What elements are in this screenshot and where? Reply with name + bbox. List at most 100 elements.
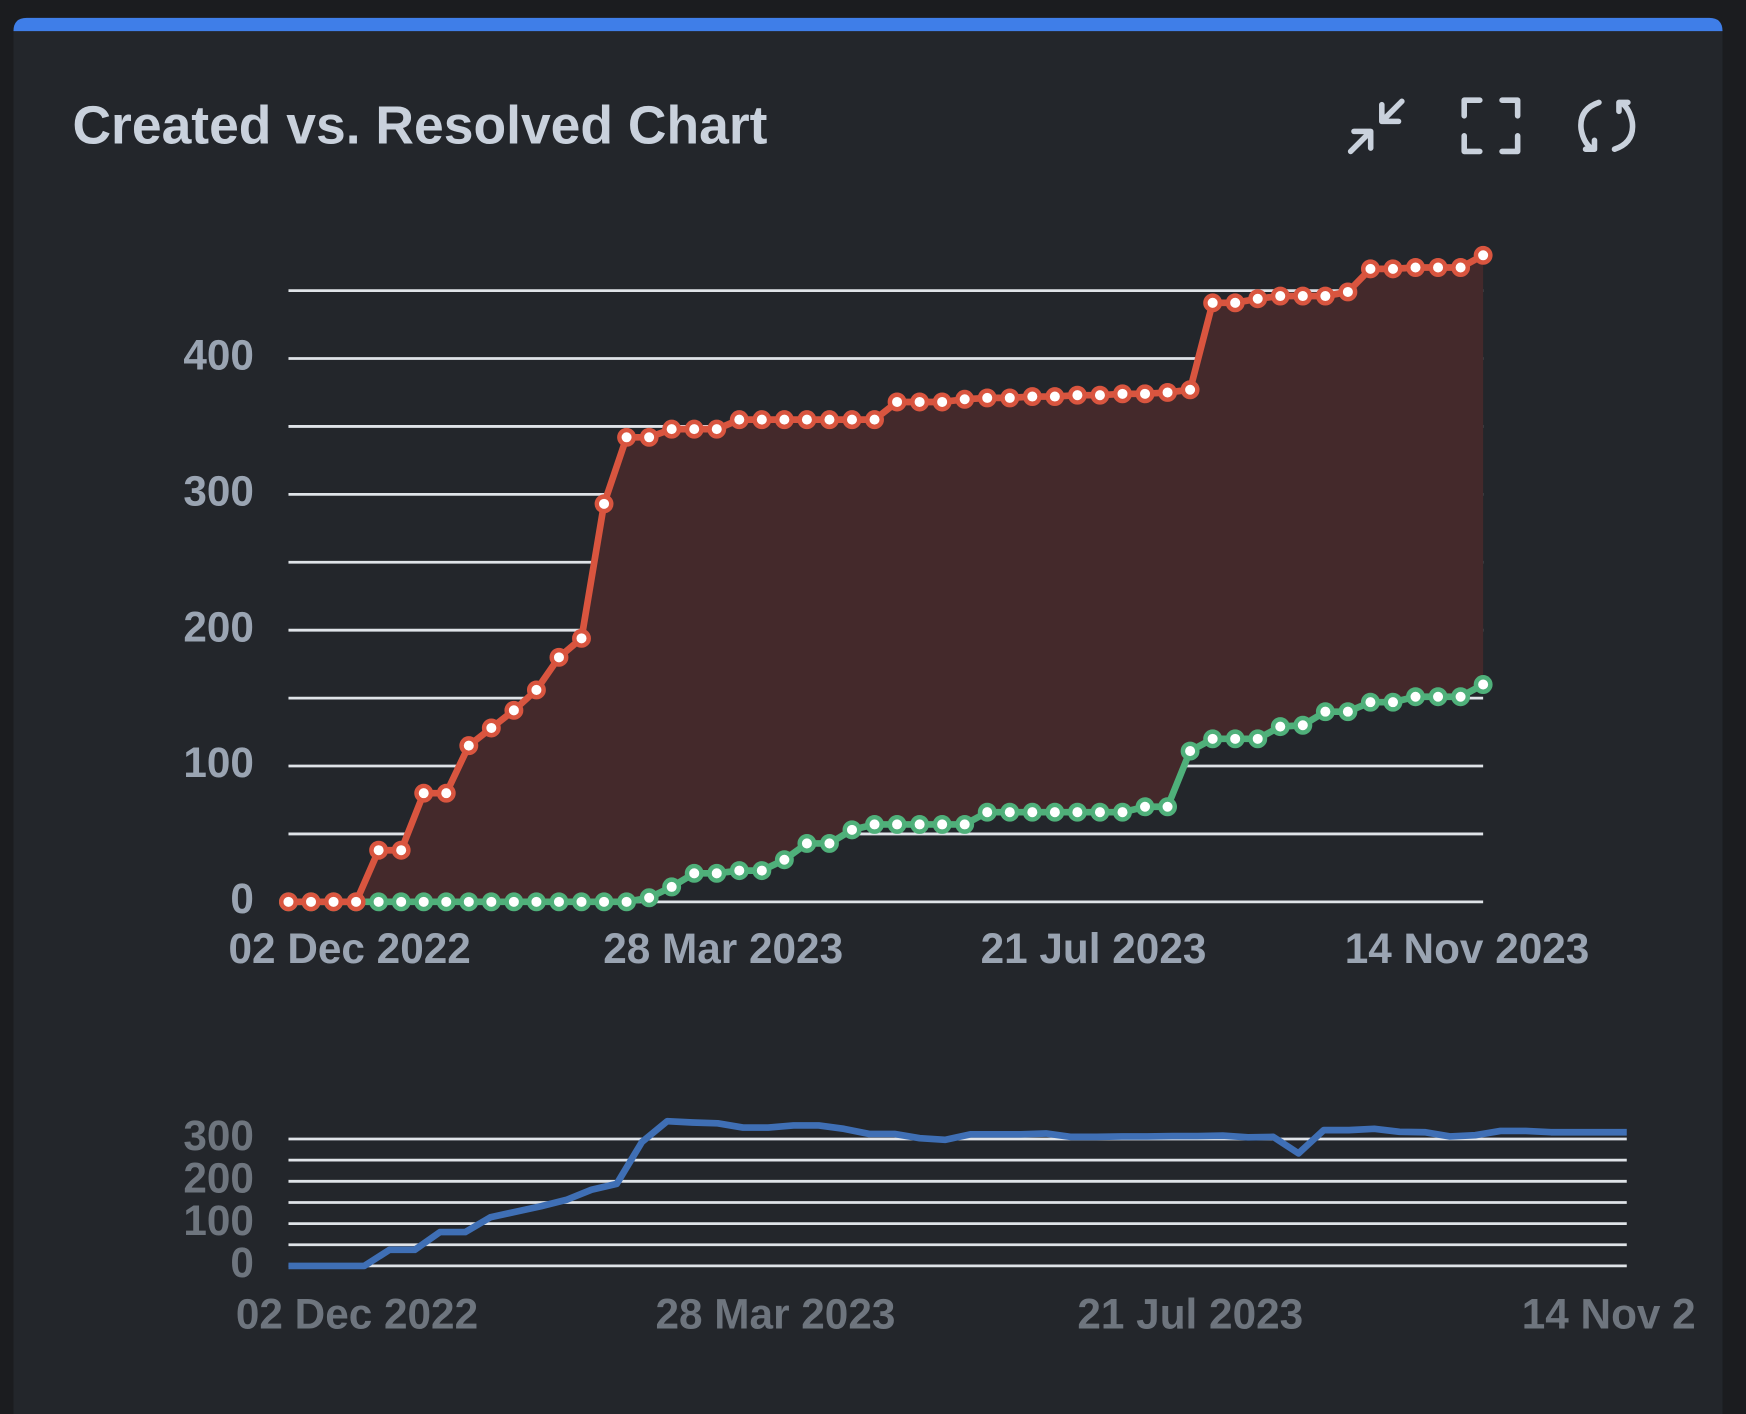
data-point — [1090, 385, 1110, 405]
data-point — [572, 892, 591, 912]
data-point — [1293, 286, 1313, 306]
data-point — [1428, 687, 1448, 707]
data-point — [1315, 286, 1335, 306]
data-point — [594, 494, 614, 514]
data-point — [526, 892, 546, 912]
x-tick-label: 14 Nov 2 — [1522, 1290, 1696, 1337]
y-tick-label: 0 — [230, 875, 254, 922]
x-tick-label: 14 Nov 2023 — [1345, 925, 1590, 972]
data-point — [436, 783, 456, 803]
data-point — [797, 833, 817, 853]
data-point — [391, 892, 411, 912]
data-point — [481, 718, 501, 738]
data-point — [1428, 258, 1448, 277]
data-point — [1180, 741, 1200, 761]
y-tick-label: 400 — [183, 332, 254, 379]
x-tick-label: 28 Mar 2023 — [656, 1290, 896, 1337]
data-point — [729, 861, 749, 881]
data-point — [910, 392, 930, 412]
data-point — [684, 419, 704, 439]
data-point — [819, 833, 839, 853]
data-point — [797, 410, 817, 430]
data-point — [549, 647, 569, 667]
data-point — [1225, 729, 1245, 749]
data-point — [977, 388, 997, 408]
data-point — [662, 419, 682, 439]
data-point — [707, 863, 727, 883]
data-point — [1360, 259, 1380, 279]
data-point — [662, 877, 682, 897]
data-point — [639, 888, 659, 908]
data-point — [1451, 687, 1471, 707]
data-point — [1451, 258, 1471, 277]
data-point — [414, 783, 434, 803]
data-point — [346, 892, 366, 912]
data-point — [301, 892, 321, 912]
data-point — [955, 389, 975, 409]
data-point — [910, 814, 930, 834]
y-tick-label: 300 — [183, 1112, 254, 1159]
data-point — [414, 892, 434, 912]
data-point — [617, 427, 637, 447]
data-point — [1248, 289, 1268, 309]
data-point — [459, 892, 479, 912]
chart-title: Created vs. Resolved Chart — [72, 96, 767, 155]
data-point — [1383, 259, 1403, 279]
data-point — [707, 419, 727, 439]
data-point — [1000, 802, 1020, 822]
data-point — [1067, 802, 1087, 822]
x-tick-label: 21 Jul 2023 — [981, 925, 1207, 972]
data-point — [1090, 802, 1110, 822]
data-point — [1203, 729, 1223, 749]
collapse-icon[interactable] — [1347, 98, 1405, 155]
data-point — [572, 628, 591, 648]
data-point — [324, 892, 344, 912]
data-point — [639, 427, 659, 447]
data-point — [1113, 802, 1132, 822]
data-point — [1406, 687, 1425, 707]
x-tick-label: 28 Mar 2023 — [603, 925, 843, 972]
card-top-bar — [13, 17, 1723, 32]
area-between — [288, 255, 1484, 902]
data-point — [481, 892, 501, 912]
y-tick-label: 200 — [183, 1154, 254, 1201]
data-point — [1338, 282, 1358, 302]
data-point — [1293, 715, 1313, 735]
refresh-icon[interactable] — [1578, 99, 1636, 152]
data-point — [459, 736, 479, 756]
x-tick-label: 02 Dec 2022 — [236, 1290, 478, 1337]
data-point — [684, 863, 704, 883]
data-point — [1473, 245, 1493, 265]
data-point — [819, 410, 839, 430]
data-point — [1383, 692, 1403, 712]
data-point — [729, 410, 749, 430]
data-point — [436, 892, 456, 912]
y-tick-label: 100 — [183, 1197, 254, 1244]
data-point — [1045, 802, 1065, 822]
data-point — [887, 814, 907, 834]
data-point — [1135, 797, 1155, 817]
data-point — [1000, 388, 1020, 408]
data-point — [1203, 293, 1223, 313]
series-line — [288, 1117, 1627, 1270]
data-point — [1406, 258, 1425, 277]
data-point — [1473, 675, 1493, 694]
data-point — [932, 392, 952, 412]
x-tick-label: 21 Jul 2023 — [1077, 1290, 1303, 1337]
y-tick-label: 200 — [183, 603, 254, 650]
data-point — [1022, 802, 1042, 822]
data-point — [1067, 385, 1087, 405]
data-point — [774, 410, 794, 430]
data-point — [1022, 387, 1042, 407]
data-point — [1158, 797, 1178, 817]
data-point — [391, 840, 411, 860]
data-point — [1315, 702, 1335, 722]
fullscreen-icon[interactable] — [1461, 97, 1521, 155]
data-point — [955, 814, 975, 834]
data-point — [842, 410, 862, 430]
data-point — [1338, 702, 1358, 722]
data-point — [369, 840, 389, 860]
data-point — [617, 892, 637, 912]
